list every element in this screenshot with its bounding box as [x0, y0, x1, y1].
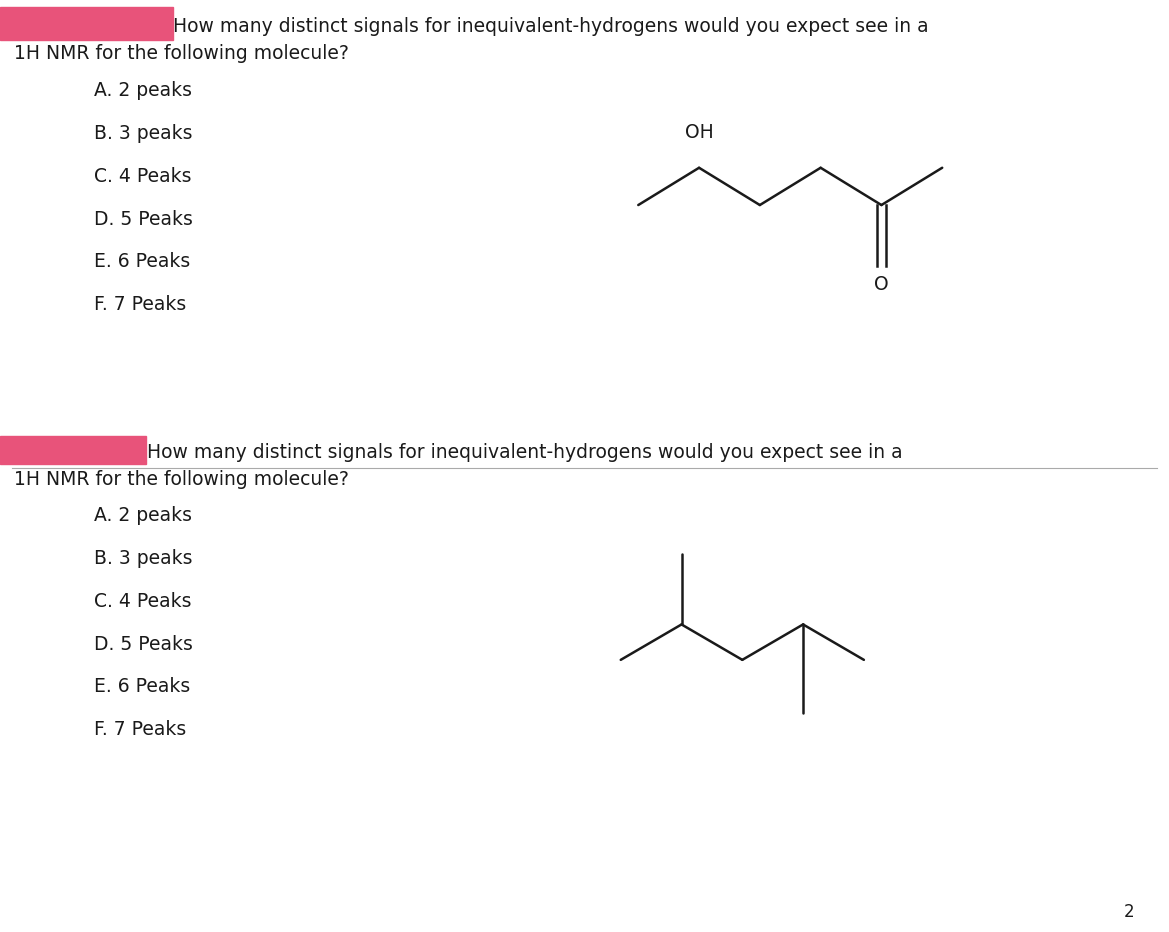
Text: B. 3 peaks: B. 3 peaks: [94, 124, 192, 143]
Text: How many distinct signals for inequivalent-hydrogens would you expect see in a: How many distinct signals for inequivale…: [147, 443, 902, 461]
Text: A. 2 peaks: A. 2 peaks: [94, 81, 192, 100]
Text: 1H NMR for the following molecule?: 1H NMR for the following molecule?: [14, 44, 348, 62]
Bar: [0, 436, 146, 464]
Text: C. 4 Peaks: C. 4 Peaks: [94, 592, 191, 610]
Text: B. 3 peaks: B. 3 peaks: [94, 549, 192, 568]
Text: O: O: [874, 275, 888, 294]
Bar: [0, 7, 173, 40]
Text: 1H NMR for the following molecule?: 1H NMR for the following molecule?: [14, 470, 348, 488]
Text: F. 7 Peaks: F. 7 Peaks: [94, 720, 186, 739]
Text: D. 5 Peaks: D. 5 Peaks: [94, 210, 193, 228]
Text: How many distinct signals for inequivalent-hydrogens would you expect see in a: How many distinct signals for inequivale…: [173, 17, 928, 35]
Text: 2: 2: [1123, 903, 1134, 921]
Text: C. 4 Peaks: C. 4 Peaks: [94, 167, 191, 185]
Text: E. 6 Peaks: E. 6 Peaks: [94, 253, 189, 271]
Text: OH: OH: [685, 123, 713, 142]
Text: A. 2 peaks: A. 2 peaks: [94, 506, 192, 525]
Text: E. 6 Peaks: E. 6 Peaks: [94, 678, 189, 696]
Text: D. 5 Peaks: D. 5 Peaks: [94, 635, 193, 653]
Text: F. 7 Peaks: F. 7 Peaks: [94, 295, 186, 314]
